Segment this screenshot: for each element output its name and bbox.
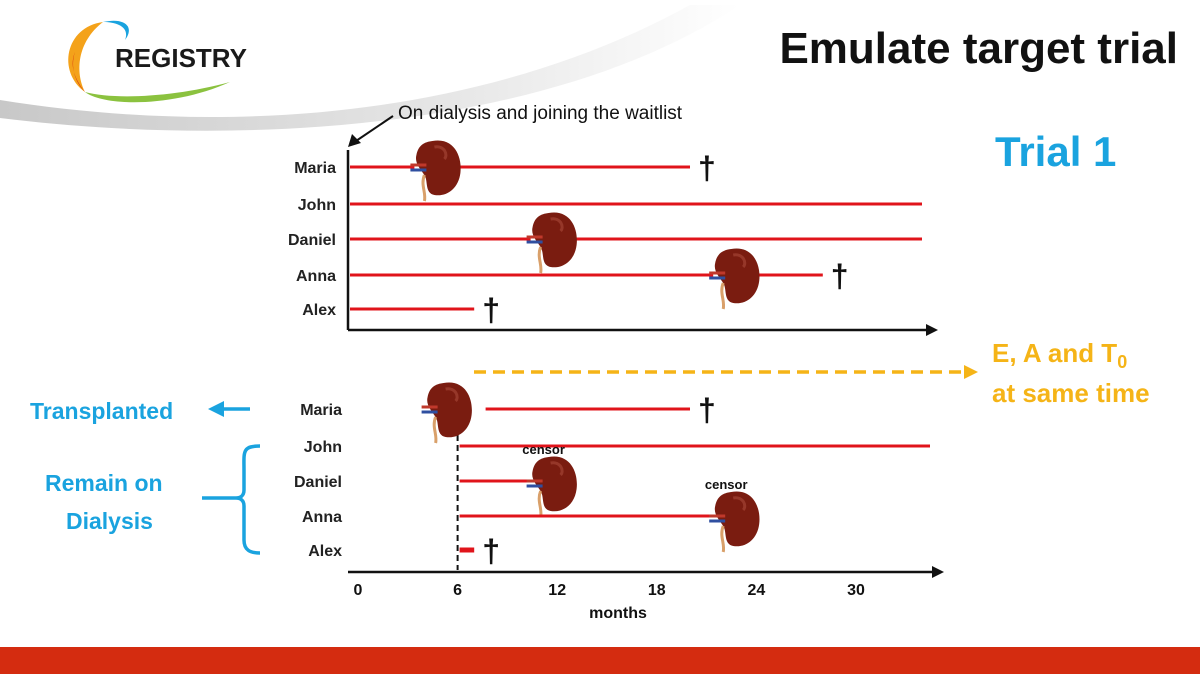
panel1-kidney-daniel: [526, 212, 577, 274]
panel2-name-maria: Maria: [300, 402, 342, 419]
alignment-note-line1: E, A and T0: [992, 338, 1127, 373]
x-tick-24: 24: [748, 582, 766, 599]
panel2-death-maria: †: [698, 392, 716, 428]
x-tick-30: 30: [847, 582, 865, 599]
x-tick-6: 6: [453, 582, 462, 599]
alignment-arrowhead: [964, 365, 978, 379]
x-tick-18: 18: [648, 582, 666, 599]
x-tick-12: 12: [548, 582, 566, 599]
transplanted-arrowhead: [208, 401, 224, 417]
note-pointer-arrowhead: [348, 134, 361, 147]
panel2-x-arrowhead: [932, 566, 944, 578]
panel1-death-alex: †: [482, 292, 500, 328]
panel1-x-arrowhead: [926, 324, 938, 336]
panel1-name-maria: Maria: [294, 160, 336, 177]
panel1-kidney-anna: [709, 248, 760, 310]
remain-label-line1: Remain on: [45, 470, 163, 496]
panel2-name-daniel: Daniel: [294, 474, 342, 491]
panel2-name-john: John: [304, 439, 342, 456]
panel2-name-anna: Anna: [302, 509, 342, 526]
panel2-kidney-anna: [709, 491, 760, 553]
alignment-note-text: E, A and T: [992, 338, 1118, 368]
footer-bar: [0, 647, 1200, 674]
alignment-note-line2: at same time: [992, 378, 1150, 408]
panel2-death-alex: †: [482, 533, 500, 569]
registry-logo: REGISTRY: [68, 20, 247, 103]
panel2-name-alex: Alex: [308, 543, 342, 560]
remain-label-line2: Dialysis: [66, 508, 153, 534]
panel1-name-john: John: [298, 197, 336, 214]
note-pointer-line: [355, 115, 394, 142]
slide-title: Emulate target trial: [779, 24, 1178, 73]
x-axis-label: months: [589, 605, 647, 622]
panel1-name-daniel: Daniel: [288, 232, 336, 249]
panel2-kidney-maria: [421, 382, 472, 444]
panel2-censor-anna: censor: [705, 477, 748, 492]
waitlist-note: On dialysis and joining the waitlist: [398, 103, 683, 124]
x-tick-0: 0: [354, 582, 363, 599]
remain-bracket: [235, 444, 261, 555]
panel2-censor-daniel: censor: [522, 442, 565, 457]
alignment-note-subscript: 0: [1117, 352, 1128, 373]
trial-label: Trial 1: [995, 128, 1117, 175]
transplanted-label: Transplanted: [30, 398, 174, 424]
panel1-name-alex: Alex: [302, 302, 336, 319]
logo-text: REGISTRY: [115, 43, 247, 73]
panel1-death-maria: †: [698, 150, 716, 186]
panel1-kidney-maria: [410, 140, 461, 202]
panel2-kidney-daniel: [526, 456, 577, 518]
panel1-death-anna: †: [831, 258, 849, 294]
header-swoosh: [0, 5, 740, 131]
panel1-name-anna: Anna: [296, 268, 336, 285]
